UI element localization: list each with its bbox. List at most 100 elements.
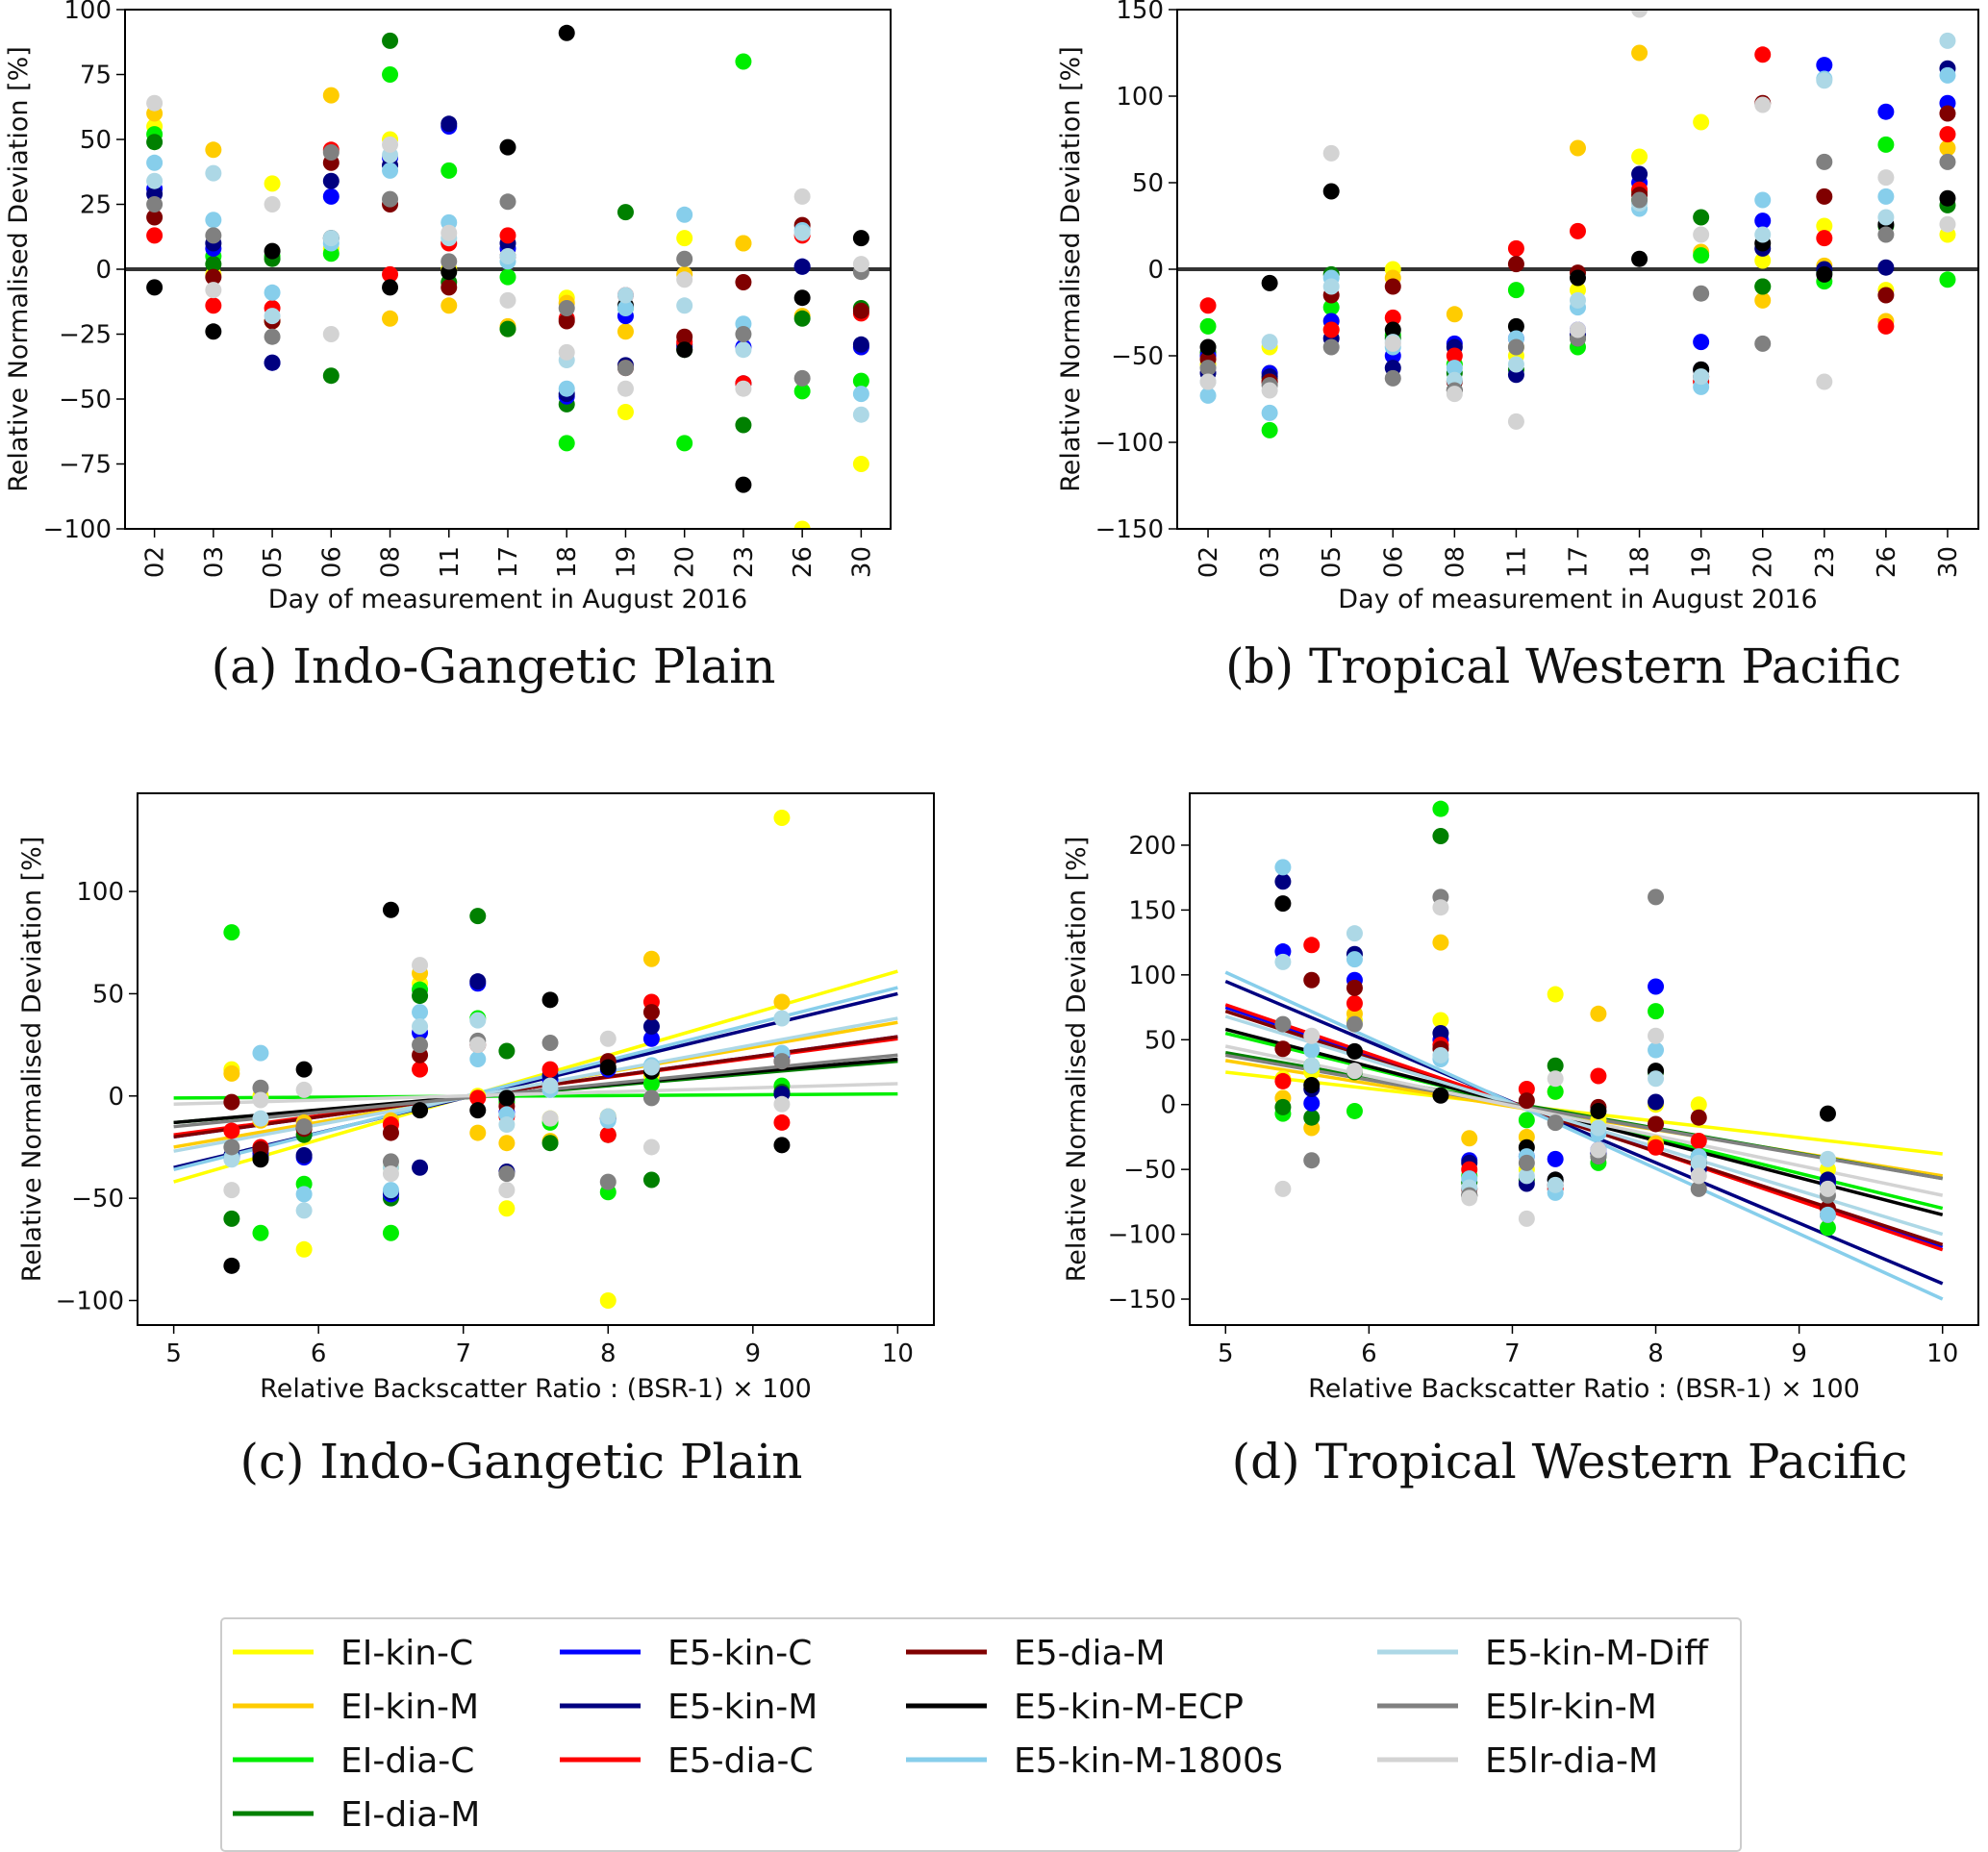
point-ei-kin-m [773, 993, 791, 1011]
point-e5-dia-m [1346, 979, 1363, 996]
point-e5lr-kin-m [382, 190, 399, 208]
x-tick-label: 23 [1811, 546, 1840, 578]
point-e5-kin-m-1800s [1648, 1041, 1665, 1059]
point-e5-kin-c [1816, 57, 1833, 74]
y-tick-label: −50 [71, 1185, 124, 1214]
y-tick-label: 100 [1128, 962, 1176, 990]
point-e5-dia-m [1939, 105, 1956, 122]
legend-label: E5lr-kin-M [1485, 1688, 1657, 1727]
point-e5lr-kin-m [1547, 1114, 1564, 1132]
point-e5lr-dia-m [1819, 1180, 1836, 1197]
point-ei-kin-c [793, 520, 811, 529]
point-ei-kin-c [1690, 1096, 1707, 1114]
y-tick-label: 0 [95, 256, 112, 285]
x-axis-label: Day of measurement in August 2016 [268, 585, 747, 614]
point-e5lr-dia-m [1570, 321, 1586, 338]
point-e5-kin-m-1800s [146, 154, 164, 171]
legend-label: EI-dia-C [340, 1741, 474, 1781]
point-e5-kin-m-1800s [852, 386, 869, 403]
fit-line-e5-kin-m-1800s [1224, 970, 1944, 1301]
point-ei-dia-c [252, 1224, 269, 1241]
legend-item-e5-kin-c: E5-kin-C [560, 1634, 812, 1673]
point-e5lr-kin-m [264, 328, 281, 345]
point-e5lr-dia-m [499, 291, 516, 309]
y-tick-label: 50 [80, 126, 112, 155]
point-e5-kin-m-1800s [558, 380, 575, 397]
point-e5-dia-m [852, 302, 869, 319]
point-e5lr-dia-m [1199, 373, 1217, 390]
legend-label: E5-kin-C [667, 1634, 812, 1673]
point-ei-dia-m [1432, 828, 1449, 845]
point-e5lr-kin-m [1507, 338, 1524, 356]
point-e5lr-kin-m [412, 1037, 429, 1054]
point-e5-kin-c [1877, 103, 1895, 120]
point-e5-kin-m-diff [1690, 1154, 1707, 1171]
point-e5-kin-m-diff [1261, 334, 1278, 351]
point-ei-kin-c [1693, 113, 1710, 131]
point-e5lr-dia-m [1631, 10, 1648, 18]
x-tick-label: 6 [1361, 1339, 1377, 1368]
x-tick-label: 8 [1648, 1339, 1664, 1368]
x-tick-label: 17 [1565, 546, 1594, 578]
point-e5-kin-m-diff [773, 1010, 791, 1027]
point-e5lr-dia-m [558, 343, 575, 361]
point-e5-kin-c [1648, 978, 1665, 995]
point-e5lr-dia-m [1648, 1027, 1665, 1044]
point-e5lr-kin-m [322, 144, 340, 161]
point-e5-kin-m-diff [499, 248, 516, 264]
plot-border [124, 9, 892, 530]
point-ei-kin-m [617, 323, 634, 340]
point-e5-kin-m-diff [1693, 368, 1710, 386]
point-e5lr-dia-m [1446, 386, 1463, 403]
point-e5-kin-m-ecp [1507, 317, 1524, 335]
legend-item-e5-kin-m-ecp: E5-kin-M-ECP [906, 1688, 1244, 1727]
y-axis-label: Relative Normalised Deviation [%] [1062, 837, 1092, 1283]
point-e5-kin-c [1303, 1094, 1321, 1112]
panel-caption: (a) Indo-Gangetic Plain [212, 638, 776, 694]
point-e5-dia-m [1507, 256, 1524, 273]
point-ei-dia-m [469, 908, 487, 925]
point-e5-dia-m [676, 328, 693, 345]
legend-label: EI-dia-M [340, 1795, 480, 1835]
point-e5-dia-c [146, 227, 164, 244]
point-ei-kin-c [264, 175, 281, 192]
x-tick-label: 19 [1688, 546, 1717, 578]
point-e5-kin-m-ecp [1322, 183, 1340, 200]
point-e5-dia-m [146, 209, 164, 226]
point-e5-kin-m-ecp [295, 1061, 313, 1078]
point-e5lr-kin-m [223, 1139, 240, 1156]
point-e5-dia-m [735, 274, 752, 290]
y-tick-label: 50 [1145, 1026, 1176, 1055]
point-e5lr-kin-m [642, 1089, 660, 1107]
point-ei-dia-m [1693, 209, 1710, 226]
point-ei-dia-m [382, 32, 399, 49]
point-e5lr-dia-m [1461, 1189, 1478, 1207]
point-e5lr-dia-m [205, 282, 222, 299]
point-e5-dia-m [205, 268, 222, 286]
point-e5lr-dia-m [252, 1091, 269, 1109]
point-e5-dia-c [412, 1061, 429, 1078]
point-e5-kin-m-1800s [1274, 859, 1292, 876]
point-ei-kin-m [1570, 139, 1586, 157]
point-e5lr-kin-m [146, 196, 164, 213]
point-e5-kin-m-1800s [1819, 1206, 1836, 1223]
point-e5lr-dia-m [1507, 413, 1524, 430]
y-tick-label: −50 [59, 386, 112, 414]
point-e5-kin-m-ecp [1816, 265, 1833, 283]
plot-area [1199, 10, 1956, 438]
point-e5-kin-m-diff [1303, 1057, 1321, 1074]
point-e5lr-kin-m [1877, 226, 1895, 243]
x-axis-label: Relative Backscatter Ratio : (BSR-1) × 1… [1308, 1374, 1860, 1404]
point-e5-kin-m-diff [541, 1077, 559, 1094]
plot-area [173, 810, 898, 1309]
point-e5-kin-m-diff [617, 287, 634, 304]
x-tick-label: 03 [200, 546, 229, 578]
point-e5-kin-m-ecp [1570, 269, 1586, 287]
x-tick-label: 05 [1318, 546, 1346, 578]
point-e5lr-dia-m [1274, 1180, 1292, 1197]
point-e5-kin-m-1800s [1754, 191, 1772, 209]
point-e5-kin-m-diff [1816, 72, 1833, 89]
legend-item-e5-dia-m: E5-dia-M [906, 1634, 1166, 1673]
legend-label: E5-dia-M [1014, 1634, 1166, 1673]
point-ei-kin-c [676, 230, 693, 247]
